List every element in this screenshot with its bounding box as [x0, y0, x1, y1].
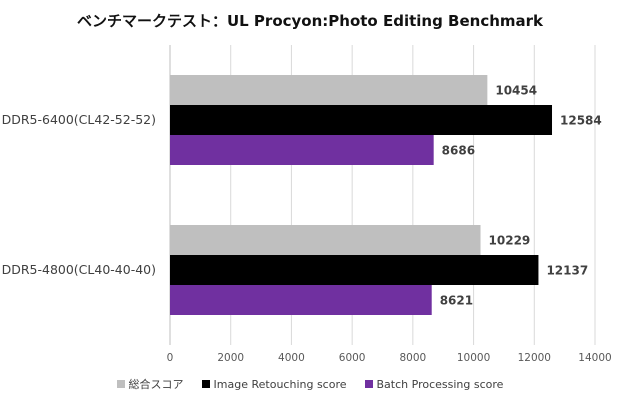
x-tick-label-4: 8000 [399, 352, 426, 364]
bar-s1-c1 [170, 255, 539, 285]
x-tick-label-7: 14000 [578, 352, 611, 364]
x-tick-label-2: 4000 [278, 352, 305, 364]
data-label-s1-c0: 12584 [560, 114, 602, 128]
bar-s0-c0 [170, 75, 488, 105]
bar-s2-c1 [170, 285, 432, 315]
legend-item-retouching: Image Retouching score [201, 376, 347, 392]
data-label-s0-c0: 10454 [495, 84, 537, 98]
legend-label-batch: Batch Processing score [376, 377, 504, 391]
bar-s2-c0 [170, 135, 434, 165]
data-label-s0-c1: 10229 [489, 234, 531, 248]
legend: 総合スコア Image Retouching score Batch Proce… [0, 376, 620, 392]
legend-item-total: 総合スコア [116, 376, 184, 392]
legend-label-total: 総合スコア [128, 378, 184, 391]
category-label-0: DDR5-6400(CL42-52-52) [2, 112, 156, 127]
data-label-s2-c0: 8686 [442, 144, 475, 158]
category-label-1: DDR5-4800(CL40-40-40) [2, 262, 156, 277]
bar-s1-c0 [170, 105, 553, 135]
data-label-s1-c1: 12137 [546, 264, 588, 278]
legend-swatch-retouching [201, 380, 210, 388]
x-tick-label-5: 10000 [457, 352, 490, 364]
x-tick-label-0: 0 [167, 352, 174, 364]
legend-swatch-total [116, 380, 125, 388]
legend-item-batch: Batch Processing score [364, 376, 504, 392]
x-tick-label-3: 6000 [339, 352, 366, 364]
chart-title: ベンチマークテスト：UL Procyon:Photo Editing Bench… [76, 12, 544, 30]
legend-label-retouching: Image Retouching score [213, 377, 347, 391]
legend-swatch-batch [364, 380, 373, 388]
x-tick-label-1: 2000 [217, 352, 244, 364]
data-label-s2-c1: 8621 [440, 294, 473, 308]
bar-s0-c1 [170, 225, 481, 255]
x-tick-label-6: 12000 [518, 352, 551, 364]
